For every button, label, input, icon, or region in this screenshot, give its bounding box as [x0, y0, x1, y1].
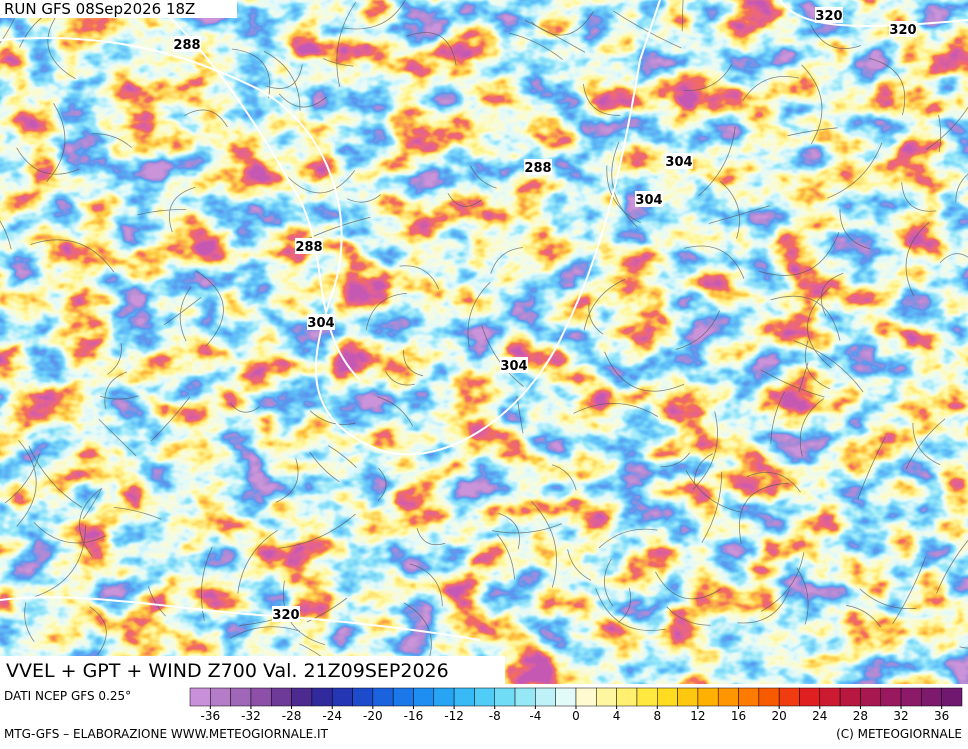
- colorbar-tick-label: -36: [201, 709, 221, 723]
- colorbar-swatch: [515, 688, 535, 706]
- colorbar-swatch: [454, 688, 474, 706]
- colorbar-tick-label: 36: [934, 709, 949, 723]
- colorbar-swatch: [657, 688, 677, 706]
- colorbar-tick-label: 12: [690, 709, 705, 723]
- colorbar-swatch: [332, 688, 352, 706]
- contour-label: 288: [295, 240, 322, 255]
- colorbar-swatch: [637, 688, 657, 706]
- colorbar-tick-label: 16: [731, 709, 746, 723]
- colorbar-tick-label: -16: [404, 709, 424, 723]
- colorbar-swatch: [799, 688, 819, 706]
- colorbar-swatch: [231, 688, 251, 706]
- colorbar-tick-label: -28: [282, 709, 302, 723]
- colorbar-tick-label: 20: [772, 709, 787, 723]
- colorbar-swatch: [698, 688, 718, 706]
- colorbar-tick-label: -24: [322, 709, 342, 723]
- contour-label: 320: [889, 23, 916, 38]
- colorbar-tick-label: -20: [363, 709, 383, 723]
- colorbar-tick-label: -8: [489, 709, 501, 723]
- colorbar-tick-label: 4: [613, 709, 621, 723]
- colorbar-swatch: [759, 688, 779, 706]
- contour-label: 288: [524, 161, 551, 176]
- colorbar-tick-label: 28: [853, 709, 868, 723]
- colorbar-tick-label: -4: [529, 709, 541, 723]
- colorbar-swatch: [210, 688, 230, 706]
- colorbar-swatch: [942, 688, 962, 706]
- colorbar-swatch: [434, 688, 454, 706]
- colorbar-swatch: [251, 688, 271, 706]
- contour-label: 320: [272, 608, 299, 623]
- contour-label: 304: [635, 193, 662, 208]
- colorbar-swatch: [779, 688, 799, 706]
- footer-right: (C) METEOGIORNALE: [836, 727, 962, 741]
- colorbar-swatch: [678, 688, 698, 706]
- contour-label: 288: [173, 38, 200, 53]
- colorbar-swatch: [596, 688, 616, 706]
- contour-label: 304: [500, 359, 527, 374]
- vvel-field: [0, 0, 968, 684]
- colorbar-swatch: [190, 688, 210, 706]
- colorbar-tick-label: -12: [444, 709, 464, 723]
- colorbar-swatch: [617, 688, 637, 706]
- colorbar-swatch: [373, 688, 393, 706]
- colorbar-tick-label: 32: [893, 709, 908, 723]
- colorbar-swatch: [881, 688, 901, 706]
- colorbar-swatch: [292, 688, 312, 706]
- colorbar-swatch: [556, 688, 576, 706]
- map-title: VVEL + GPT + WIND Z700 Val. 21Z09SEP2026: [6, 660, 449, 682]
- colorbar-swatch: [474, 688, 494, 706]
- colorbar-swatch: [820, 688, 840, 706]
- colorbar-swatch: [271, 688, 291, 706]
- footer-left: MTG-GFS – ELABORAZIONE WWW.METEOGIORNALE…: [4, 727, 329, 741]
- colorbar-swatch: [860, 688, 880, 706]
- colorbar-swatch: [739, 688, 759, 706]
- colorbar-swatch: [576, 688, 596, 706]
- colorbar-swatch: [393, 688, 413, 706]
- colorbar-tick-label: 0: [572, 709, 580, 723]
- colorbar-swatch: [535, 688, 555, 706]
- colorbar-swatch: [840, 688, 860, 706]
- contour-label: 320: [815, 9, 842, 24]
- colorbar-swatch: [353, 688, 373, 706]
- colorbar-swatch: [901, 688, 921, 706]
- run-label: RUN GFS 08Sep2026 18Z: [4, 0, 195, 18]
- colorbar-swatch: [495, 688, 515, 706]
- contour-label: 304: [307, 316, 334, 331]
- colorbar-tick-label: 24: [812, 709, 827, 723]
- colorbar-swatch: [921, 688, 941, 706]
- colorbar-tick-label: 8: [653, 709, 661, 723]
- colorbar-swatch: [718, 688, 738, 706]
- contour-label: 304: [665, 155, 692, 170]
- source-label: DATI NCEP GFS 0.25°: [4, 689, 131, 703]
- colorbar-swatch: [413, 688, 433, 706]
- colorbar-tick-label: -32: [241, 709, 261, 723]
- colorbar-swatch: [312, 688, 332, 706]
